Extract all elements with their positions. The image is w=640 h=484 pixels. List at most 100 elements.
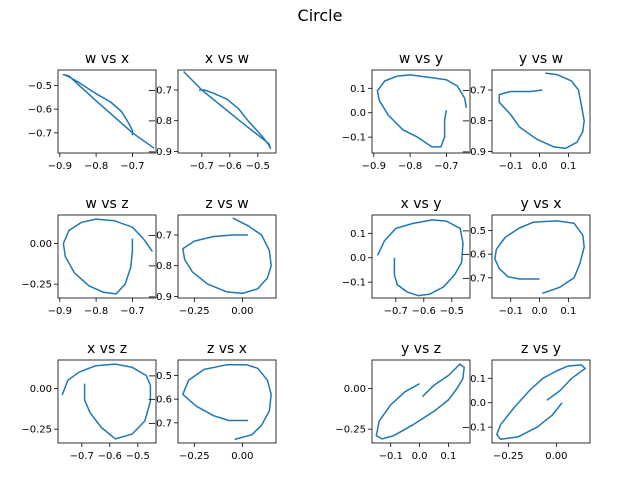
- subplot-5: z vs w −0.25 0.00 −0.7 −0.8 −0.9: [148, 196, 277, 317]
- x-tick-label: 0.00: [231, 451, 253, 462]
- series-line: [376, 219, 464, 297]
- series-line: [375, 363, 465, 440]
- series-line: [183, 70, 272, 150]
- x-tick-label: 0.1: [560, 161, 576, 172]
- subplot-title: x vs w: [205, 51, 249, 67]
- x-tick-label: −0.9: [48, 161, 72, 172]
- axes-frame: [57, 214, 157, 299]
- x-tick-label: −0.7: [190, 161, 214, 172]
- subplot-title: w vs z: [85, 196, 128, 212]
- y-tick-label: −0.5: [28, 81, 52, 92]
- x-tick-label: −0.1: [499, 161, 523, 172]
- x-tick-label: −0.8: [84, 306, 108, 317]
- subplot-title: x vs y: [400, 196, 441, 212]
- y-tick-label: −0.7: [148, 418, 172, 429]
- series-line: [498, 72, 585, 150]
- x-tick-label: −0.5: [246, 161, 270, 172]
- y-tick-label: −0.7: [462, 273, 486, 284]
- y-tick-label: −0.8: [148, 261, 172, 272]
- x-tick-label: −0.9: [362, 161, 386, 172]
- subplot-4: w vs z −0.9 −0.8 −0.7 0.00 −0.25: [21, 196, 157, 317]
- x-tick-label: −0.1: [499, 306, 523, 317]
- y-tick-label: −0.9: [148, 292, 172, 303]
- x-tick-label: 0.1: [440, 451, 456, 462]
- series-line: [62, 218, 154, 295]
- x-tick-label: −0.5: [126, 451, 150, 462]
- y-tick-label: −0.7: [28, 128, 52, 139]
- x-tick-label: 0.1: [560, 306, 576, 317]
- subplot-10: y vs z −0.1 0.0 0.1 0.00 −0.25: [335, 341, 471, 462]
- y-tick-label: −0.1: [342, 278, 366, 289]
- x-tick-label: −0.7: [120, 306, 144, 317]
- y-tick-label: 0.1: [350, 229, 366, 240]
- subplot-1: x vs w −0.7 −0.6 −0.5 −0.7 −0.8 −0.9: [148, 51, 277, 172]
- x-tick-label: −0.8: [398, 161, 422, 172]
- y-tick-label: −0.6: [148, 395, 172, 406]
- y-tick-label: −0.1: [462, 423, 486, 434]
- x-tick-label: −0.25: [493, 451, 524, 462]
- subplot-2: w vs y −0.9 −0.8 −0.7 0.1 0.0 −0.1: [342, 51, 471, 172]
- x-tick-label: −0.5: [440, 306, 464, 317]
- x-tick-label: −0.6: [98, 451, 122, 462]
- y-tick-label: −0.25: [335, 425, 366, 436]
- subplot-title: z vs x: [207, 341, 247, 357]
- series-line: [62, 73, 155, 149]
- y-tick-label: 0.0: [470, 398, 486, 409]
- y-tick-label: 0.00: [30, 239, 52, 250]
- series-line: [182, 217, 272, 295]
- x-tick-label: −0.7: [70, 451, 94, 462]
- axes-frame: [371, 214, 471, 299]
- axes-frame: [491, 214, 591, 299]
- x-tick-label: −0.7: [120, 161, 144, 172]
- x-tick-label: −0.7: [434, 161, 458, 172]
- series-line: [182, 363, 272, 441]
- subplot-7: y vs x −0.1 0.0 0.1 −0.5 −0.6 −0.7: [462, 196, 591, 317]
- y-tick-label: −0.7: [462, 85, 486, 96]
- axes-frame: [491, 69, 591, 154]
- subplot-9: z vs x −0.25 0.00 −0.5 −0.6 −0.7: [148, 341, 277, 462]
- axes-frame: [491, 359, 591, 444]
- subplot-title: z vs y: [521, 341, 561, 357]
- y-tick-label: −0.6: [462, 250, 486, 261]
- figure-title: Circle: [297, 6, 343, 25]
- x-tick-label: −0.8: [84, 161, 108, 172]
- y-tick-label: 0.00: [30, 384, 52, 395]
- subplot-title: w vs x: [85, 51, 129, 67]
- y-tick-label: 0.0: [350, 108, 366, 119]
- axes-frame: [177, 359, 277, 444]
- subplot-11: z vs y −0.25 0.00 0.1 0.0 −0.1: [462, 341, 591, 462]
- series-line: [496, 364, 586, 441]
- y-tick-label: 0.1: [350, 84, 366, 95]
- axes-frame: [371, 69, 471, 154]
- x-tick-label: −0.25: [179, 306, 210, 317]
- x-tick-label: −0.25: [179, 451, 210, 462]
- y-tick-label: −0.1: [342, 133, 366, 144]
- x-tick-label: −0.7: [384, 306, 408, 317]
- y-tick-label: −0.5: [148, 371, 172, 382]
- subplot-title: x vs z: [87, 341, 127, 357]
- x-tick-label: −0.6: [218, 161, 242, 172]
- x-tick-label: −0.9: [48, 306, 72, 317]
- x-tick-label: −0.1: [379, 451, 403, 462]
- x-tick-label: 0.0: [532, 306, 548, 317]
- y-tick-label: −0.5: [462, 226, 486, 237]
- y-tick-label: −0.6: [28, 105, 52, 116]
- y-tick-label: −0.25: [21, 280, 52, 291]
- y-tick-label: −0.9: [148, 147, 172, 158]
- y-tick-label: −0.9: [462, 147, 486, 158]
- y-tick-label: −0.7: [148, 230, 172, 241]
- subplot-title: y vs z: [401, 341, 441, 357]
- subplot-0: w vs x −0.9 −0.8 −0.7 −0.5 −0.6 −0.7: [28, 51, 157, 172]
- subplot-title: z vs w: [205, 196, 248, 212]
- subplot-8: x vs z −0.7 −0.6 −0.5 0.00 −0.25: [21, 341, 157, 462]
- y-tick-label: −0.8: [148, 116, 172, 127]
- x-tick-label: 0.00: [545, 451, 567, 462]
- y-tick-label: −0.25: [21, 425, 52, 436]
- subplot-3: y vs w −0.1 0.0 0.1 −0.7 −0.8 −0.9: [462, 51, 591, 172]
- axes-frame: [177, 69, 277, 154]
- subplot-6: x vs y −0.7 −0.6 −0.5 0.1 0.0 −0.1: [342, 196, 471, 317]
- y-tick-label: −0.8: [462, 116, 486, 127]
- subplot-title: w vs y: [399, 51, 443, 67]
